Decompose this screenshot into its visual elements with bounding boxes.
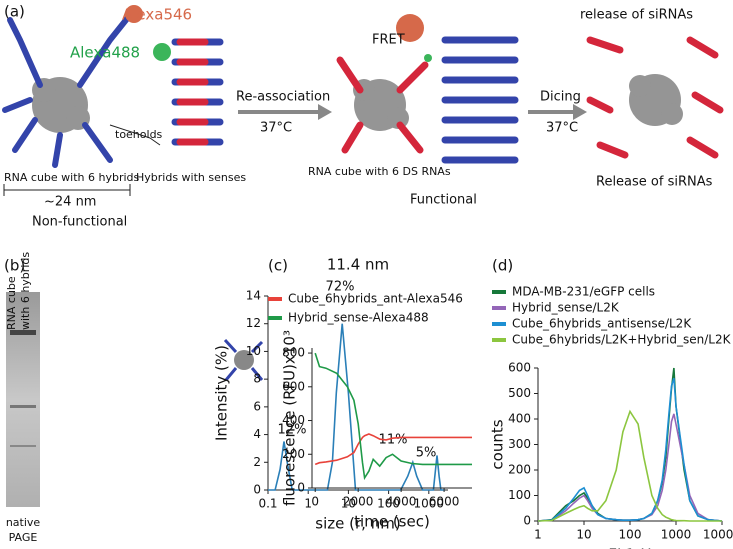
y-tick-label: 800 [282, 346, 305, 360]
series-line [537, 367, 723, 522]
y-axis-title: fluorescence (RFU)x10³ [281, 330, 299, 506]
annotation: FRET [372, 33, 405, 48]
x-tick-label: 4000 [386, 495, 417, 509]
y-tick-label: 300 [508, 437, 531, 451]
panel-label: (d) [492, 257, 513, 275]
annotation: 11% [379, 433, 408, 448]
dye-label: Alexa488 [70, 44, 140, 62]
legend-label: Hybrid_sense-Alexa488 [288, 311, 429, 325]
series-line [314, 433, 472, 466]
y-axis-title: counts [489, 419, 507, 469]
y-tick-label: 200 [508, 463, 531, 477]
gel-label: RNA cube [5, 276, 18, 330]
panel-label: (b) [4, 257, 25, 275]
x-tick-label: 1000 [661, 528, 692, 542]
panel-label: (c) [268, 257, 288, 275]
y-tick-label: 400 [508, 412, 531, 426]
legend-label: Hybrid_sense/L2K [512, 301, 620, 315]
caption: RNA cube with 6 hybrids [4, 171, 140, 184]
series-line [314, 352, 472, 481]
y-tick-label: 14 [246, 289, 261, 303]
annotation: toeholds [115, 128, 163, 141]
caption: Functional [410, 193, 477, 208]
caption: RNA cube with 6 DS RNAs [308, 165, 451, 178]
x-tick-label: 0 [311, 495, 319, 509]
legend-label: Cube_6hybrids_antisense/L2K [512, 317, 692, 331]
caption: ~24 nm [44, 195, 96, 210]
gel-label: with 6 hybrids [19, 252, 32, 330]
x-tick-label: 0.1 [258, 497, 277, 511]
y-tick-label: 4 [253, 427, 261, 441]
x-tick-label: 10 [341, 497, 356, 511]
caption: release of siRNAs [580, 8, 693, 23]
y-tick-label: 500 [508, 386, 531, 400]
gel-caption: PAGE [9, 531, 38, 544]
step-label: Re-association [236, 90, 330, 105]
y-tick-label: 6 [253, 399, 261, 413]
chart-title: 11.4 nm [327, 256, 389, 274]
legend-label: Cube_6hybrids/L2K+Hybrid_sen/L2K [512, 333, 732, 347]
y-tick-label: 600 [282, 379, 305, 393]
gel-caption: native [6, 516, 41, 529]
x-tick-label: 100 [619, 528, 642, 542]
series-line [537, 377, 723, 522]
caption: Non-functional [32, 215, 127, 230]
y-tick-label: 12 [246, 316, 261, 330]
x-tick-label: 1000 [414, 497, 445, 511]
caption: Hybrids with senses [136, 171, 246, 184]
legend-label: Cube_6hybrids_ant-Alexa546 [288, 292, 463, 306]
temperature: 37°C [260, 121, 292, 136]
temperature: 37°C [546, 121, 578, 136]
x-tick-label: 6000 [429, 495, 460, 509]
annotation: 12% [278, 423, 307, 438]
y-tick-label: 2 [253, 455, 261, 469]
caption: Release of siRNAs [596, 175, 713, 190]
x-tick-label: 2000 [343, 495, 374, 509]
x-tick-label: 100 [377, 497, 400, 511]
legend-label: MDA-MB-231/eGFP cells [512, 285, 655, 299]
y-tick-label: 0 [523, 514, 531, 528]
y-tick-label: 100 [508, 488, 531, 502]
x-axis-title: FL1-H [608, 546, 651, 549]
y-tick-label: 600 [508, 361, 531, 375]
y-tick-label: 200 [282, 447, 305, 461]
y-tick-label: 8 [253, 372, 261, 386]
y-axis-title: Intensity (%) [213, 345, 231, 441]
step-label: Dicing [540, 90, 581, 105]
panel-a-art [2, 5, 724, 196]
dye-label: Alexa546 [122, 6, 192, 24]
y-tick-label: 400 [282, 413, 305, 427]
y-tick-label: 0 [253, 483, 261, 497]
x-tick-label: 1 [534, 528, 542, 542]
annotation: 72% [326, 280, 355, 295]
x-tick-label: 1 [304, 497, 312, 511]
y-tick-label: 0 [297, 481, 305, 495]
gel-image [6, 292, 264, 507]
x-axis-title: size (r, nm) [315, 515, 400, 533]
series-line [537, 409, 722, 522]
x-tick-label: 10 [576, 528, 591, 542]
y-tick-label: 10 [246, 344, 261, 358]
x-axis-title: time (sec) [354, 513, 430, 531]
panel-label: (a) [4, 3, 25, 21]
annotation: 5% [416, 446, 437, 461]
series-line [268, 323, 445, 491]
